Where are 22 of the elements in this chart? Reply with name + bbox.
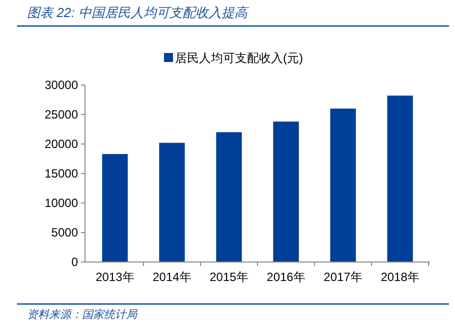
x-tick-label: 2014年 [152, 270, 192, 284]
x-tick-label: 2018年 [380, 270, 420, 284]
bar [216, 132, 242, 262]
x-tick-label: 2015年 [210, 270, 248, 284]
y-tick-label: 25000 [44, 108, 78, 122]
bar [330, 108, 356, 262]
text: 资料来源：国家统计局 [27, 308, 138, 321]
y-tick-label: 10000 [44, 196, 78, 210]
bar [273, 122, 299, 262]
bar [387, 96, 413, 262]
y-tick-label: 15000 [44, 166, 78, 181]
chart-title: 图表 22: 中国居民人均可支配收入提高 [27, 5, 250, 20]
bar [159, 142, 185, 262]
bar [102, 154, 128, 262]
y-tick-label: 30000 [44, 78, 78, 92]
y-tick-label: 20000 [44, 137, 78, 152]
y-tick-label: 0 [71, 255, 78, 270]
y-tick-label: 5000 [51, 226, 78, 240]
x-tick-label: 2013年 [96, 270, 134, 284]
x-tick-label: 2017年 [324, 270, 362, 284]
legend-label: 居民人均可支配收入(元) [175, 51, 303, 66]
x-tick-label: 2016年 [266, 270, 306, 284]
